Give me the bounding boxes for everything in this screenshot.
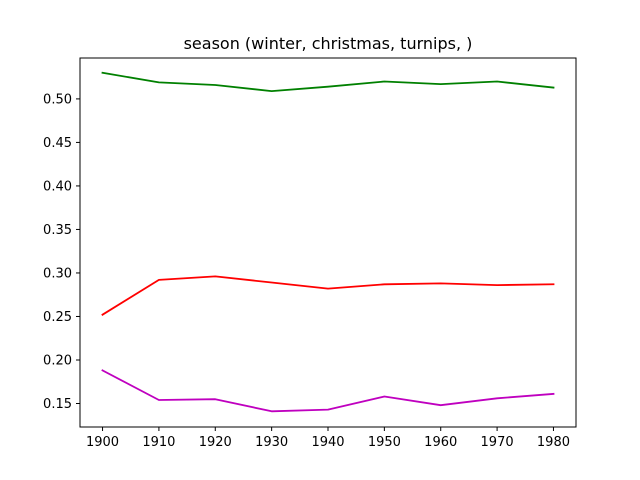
y-tick-label: 0.15 bbox=[43, 397, 72, 412]
series-line-1 bbox=[101, 71, 555, 92]
y-tick-label: 0.20 bbox=[43, 353, 72, 368]
series-1 bbox=[101, 71, 555, 92]
chart-title: season (winter, christmas, turnips, ) bbox=[184, 34, 473, 53]
plot-frame bbox=[79, 57, 577, 428]
axes-layer: 1900 1910 1920 1930 1940 1950 1960 1970 1980 0.15… bbox=[43, 92, 570, 450]
x-tick-label: 1930 bbox=[255, 435, 288, 450]
series-2 bbox=[101, 275, 555, 316]
y-tick-label: 0.35 bbox=[43, 223, 72, 238]
series-layer bbox=[101, 71, 555, 413]
y-tick-label: 0.40 bbox=[43, 179, 72, 194]
x-tick-label: 1970 bbox=[481, 435, 514, 450]
x-tick-label: 1900 bbox=[86, 435, 119, 450]
x-tick-label: 1980 bbox=[537, 435, 570, 450]
x-tick-label: 1960 bbox=[424, 435, 457, 450]
series-line-2 bbox=[101, 275, 555, 316]
y-tick-label: 0.25 bbox=[43, 310, 72, 325]
x-tick-label: 1910 bbox=[142, 435, 175, 450]
x-tick-label: 1950 bbox=[368, 435, 401, 450]
y-tick-label: 0.30 bbox=[43, 266, 72, 281]
x-tick-label: 1920 bbox=[199, 435, 232, 450]
y-tick-label: 0.45 bbox=[43, 136, 72, 151]
series-line-3 bbox=[101, 369, 555, 413]
series-3 bbox=[101, 369, 555, 413]
x-tick-label: 1940 bbox=[311, 435, 344, 450]
y-tick-label: 0.50 bbox=[43, 92, 72, 107]
